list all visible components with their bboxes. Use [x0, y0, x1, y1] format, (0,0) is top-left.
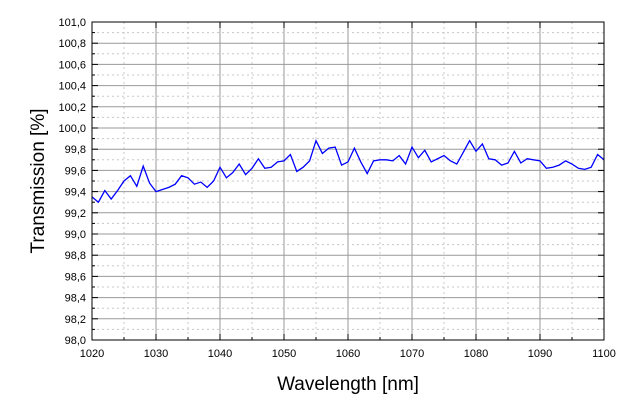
- x-tick-label: 1100: [592, 348, 616, 360]
- series-group: [91, 139, 605, 204]
- y-tick-label: 98,6: [65, 271, 86, 283]
- x-axis-title: Wavelength [nm]: [277, 374, 419, 395]
- y-tick-label: 100,0: [58, 123, 86, 135]
- x-tick-label: 1080: [464, 348, 488, 360]
- x-tick-label: 1030: [144, 348, 168, 360]
- x-tick-label: 1060: [336, 348, 360, 360]
- y-tick-label: 101,0: [58, 17, 86, 29]
- y-tick-label: 98,2: [65, 314, 86, 326]
- y-tick-labels: 98,0 98,2 98,4 98,6 98,8 99,0 99,2 99,4 99,6 99,8…: [58, 17, 86, 347]
- y-tick-label: 98,4: [65, 293, 86, 305]
- series-line: [91, 139, 605, 204]
- axis-ticks: [91, 21, 605, 341]
- y-tick-label: 98,8: [65, 250, 86, 262]
- x-tick-label: 1050: [272, 348, 296, 360]
- grid-lines: [92, 22, 604, 340]
- y-axis-title: Transmission [%]: [28, 109, 49, 254]
- y-tick-label: 100,8: [58, 38, 86, 50]
- x-tick-label: 1040: [208, 348, 232, 360]
- x-tick-label: 1020: [80, 348, 104, 360]
- y-tick-label: 99,6: [65, 165, 86, 177]
- x-tick-label: 1070: [400, 348, 424, 360]
- y-tick-label: 98,0: [65, 335, 86, 347]
- y-tick-label: 99,4: [65, 187, 86, 199]
- y-tick-label: 99,8: [65, 144, 86, 156]
- y-tick-label: 100,4: [58, 81, 86, 93]
- y-tick-label: 100,6: [58, 59, 86, 71]
- x-tick-label: 1090: [528, 348, 552, 360]
- y-tick-label: 99,0: [65, 229, 86, 241]
- y-tick-label: 100,2: [58, 102, 86, 114]
- y-tick-label: 99,2: [65, 208, 86, 220]
- x-tick-labels: 1020 1030 1040 1050 1060 1070 1080 1090 1100: [80, 348, 616, 360]
